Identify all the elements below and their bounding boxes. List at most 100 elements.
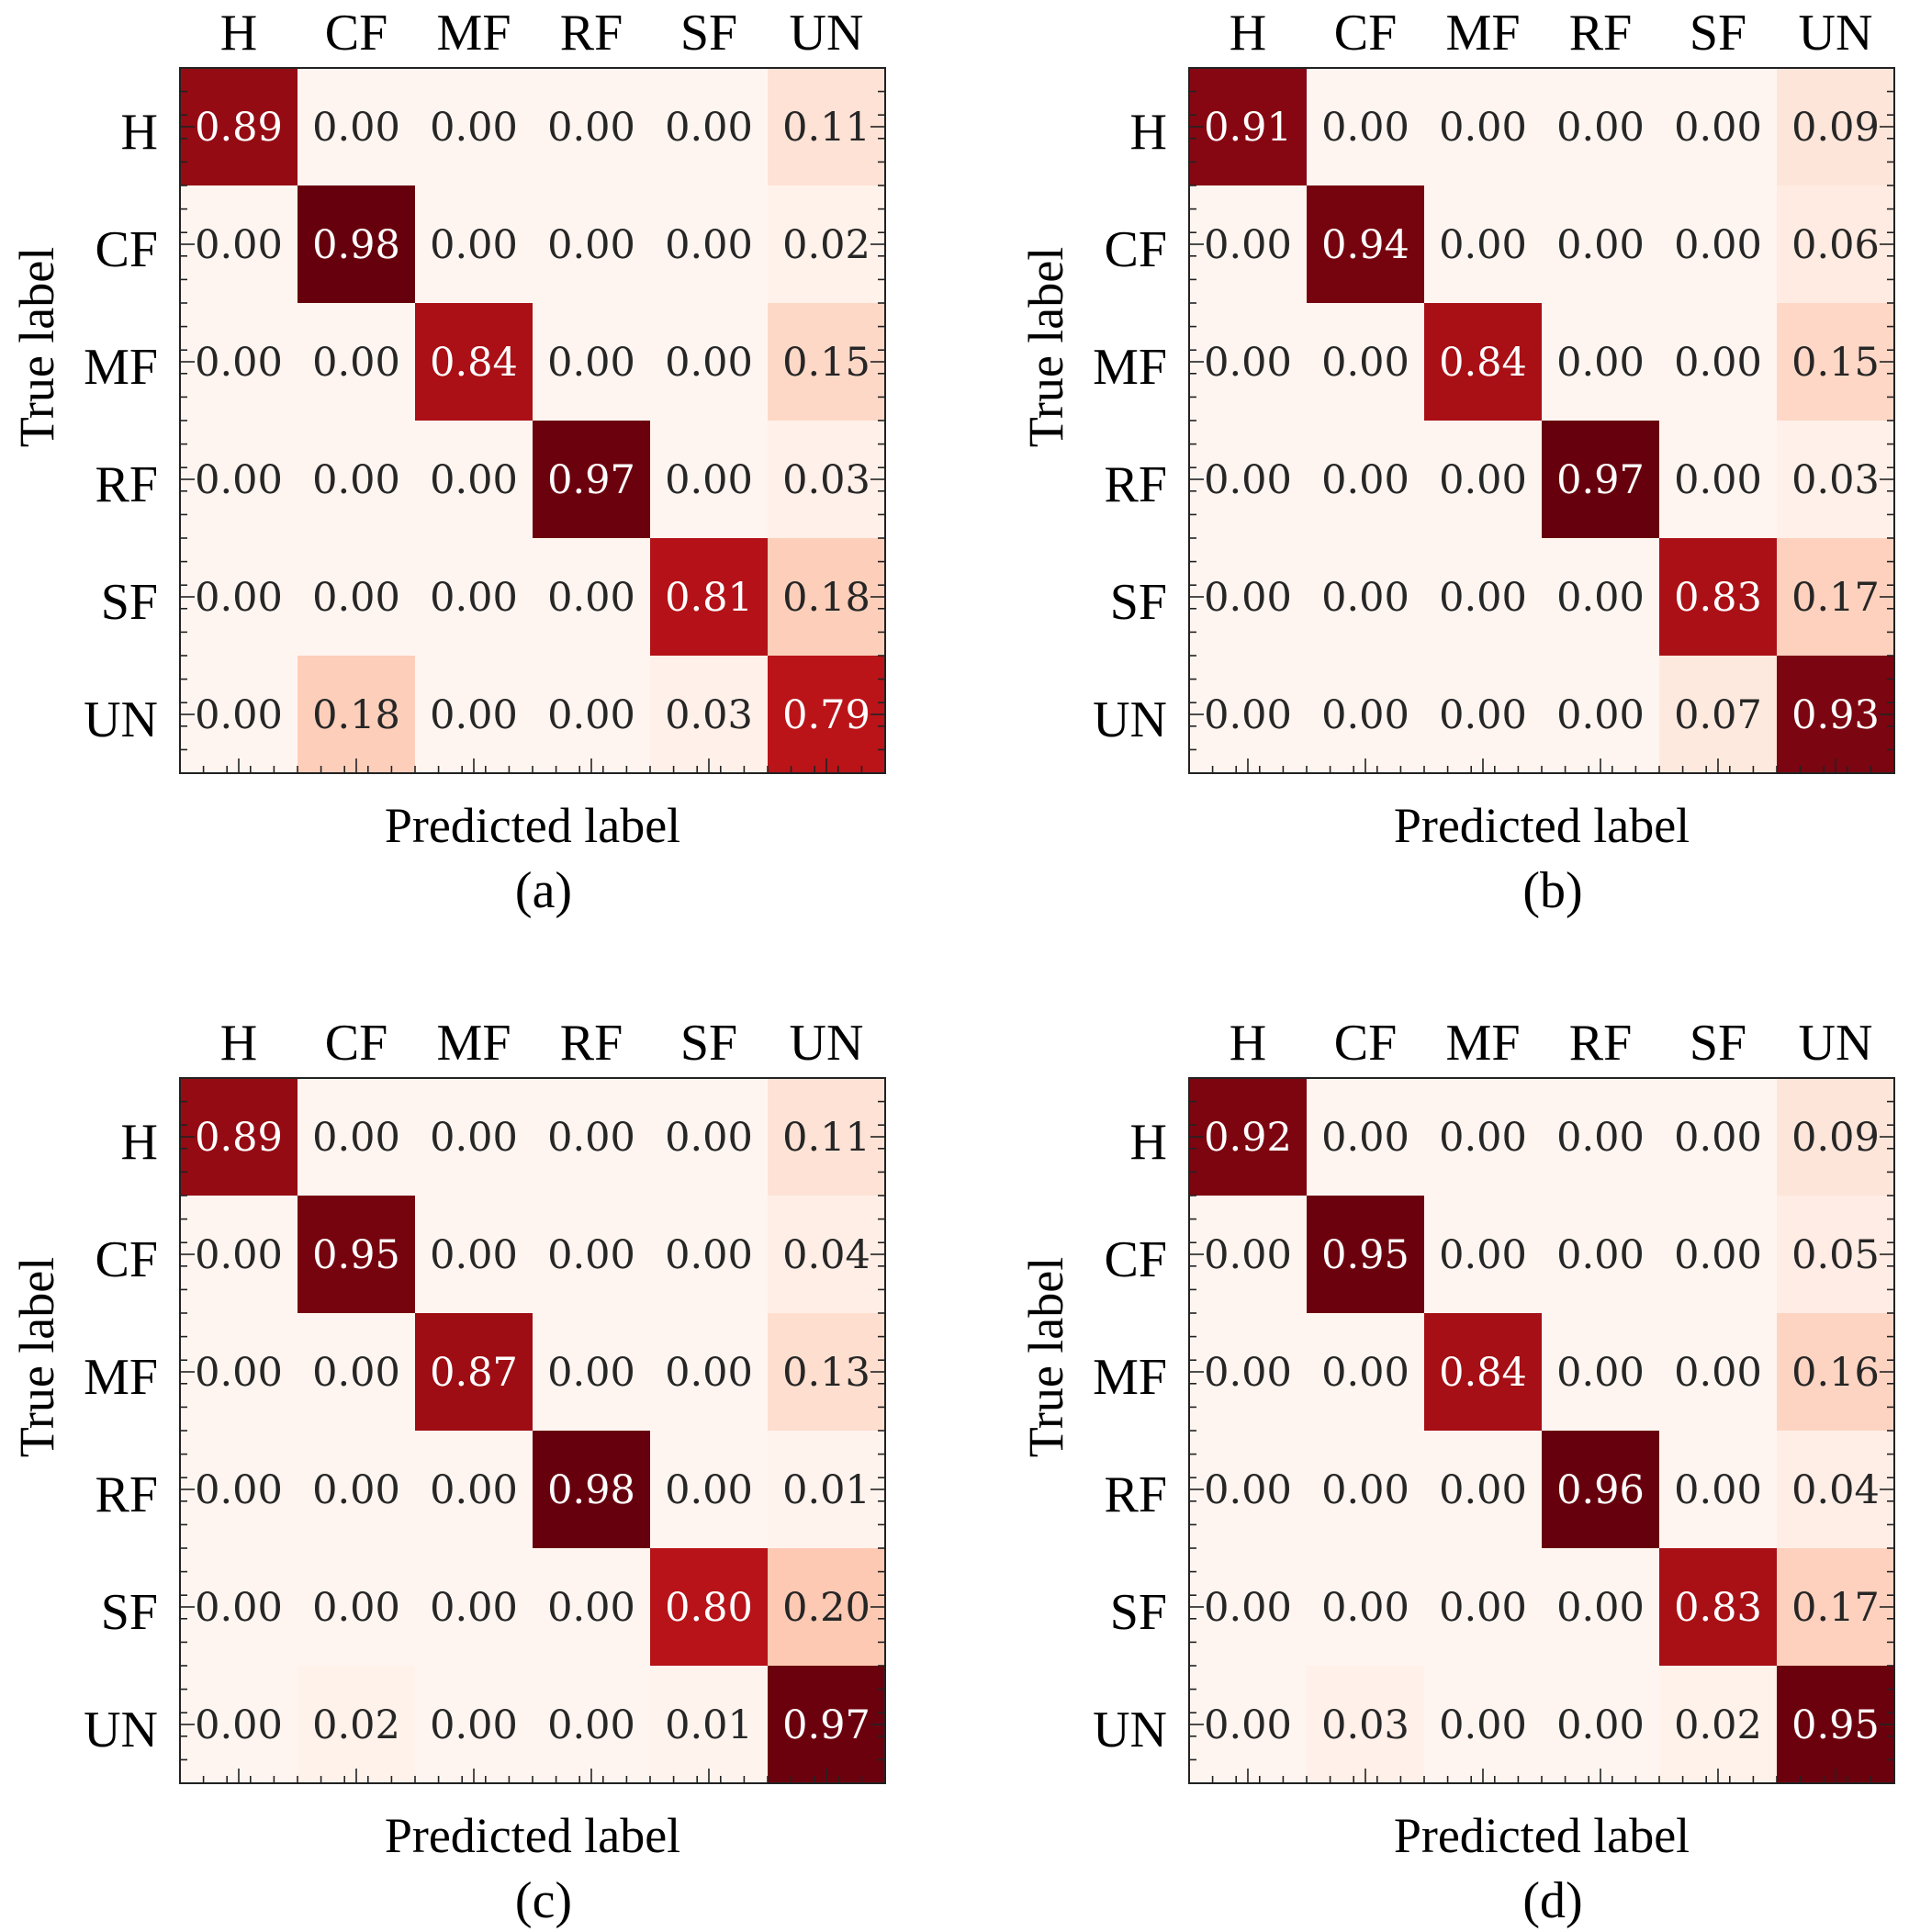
heatmap-cell bbox=[415, 68, 533, 185]
heatmap-cell bbox=[1777, 1666, 1894, 1783]
heatmap-cell bbox=[533, 185, 650, 303]
cell-value-label: 0.95 bbox=[312, 1232, 400, 1278]
heatmap-cell bbox=[1777, 656, 1894, 773]
heatmap-cell bbox=[650, 1431, 768, 1548]
cell-value-label: 0.00 bbox=[1439, 1702, 1527, 1748]
cell-value-label: 0.00 bbox=[195, 340, 283, 386]
cell-value-label: 0.00 bbox=[312, 457, 400, 503]
heatmap-cell bbox=[298, 1666, 415, 1783]
y-tick-label-sf: SF bbox=[101, 574, 158, 631]
cell-value-label: 0.18 bbox=[312, 692, 400, 738]
heatmap-cell bbox=[650, 1078, 768, 1196]
cell-value-label: 0.00 bbox=[1674, 222, 1762, 268]
heatmap-cell bbox=[768, 1078, 885, 1196]
heatmap-cell bbox=[768, 538, 885, 656]
heatmap-cell bbox=[1189, 303, 1307, 421]
heatmap-cell bbox=[1542, 68, 1659, 185]
cell-value-label: 0.15 bbox=[1791, 340, 1880, 386]
cell-value-label: 0.00 bbox=[1439, 105, 1527, 151]
y-tick-label-rf: RF bbox=[95, 456, 159, 513]
cell-value-label: 0.00 bbox=[1204, 692, 1292, 738]
x-tick-label-h: H bbox=[220, 1015, 257, 1072]
heatmap-cell bbox=[768, 1313, 885, 1431]
heatmap-cell bbox=[768, 421, 885, 538]
heatmap-cell bbox=[180, 421, 298, 538]
heatmap-cell bbox=[298, 1548, 415, 1666]
cell-value-label: 0.00 bbox=[547, 1350, 635, 1396]
cell-value-label: 0.00 bbox=[665, 222, 753, 268]
cell-value-label: 0.00 bbox=[1321, 1115, 1409, 1161]
cell-value-label: 0.84 bbox=[1439, 340, 1527, 386]
cell-value-label: 0.00 bbox=[665, 105, 753, 151]
y-tick-label-cf: CF bbox=[1105, 221, 1168, 278]
cell-value-label: 0.95 bbox=[1321, 1232, 1409, 1278]
heatmap-cell bbox=[1307, 421, 1424, 538]
heatmap-cell bbox=[1659, 303, 1777, 421]
cell-value-label: 0.00 bbox=[547, 1232, 635, 1278]
heatmap-cell bbox=[180, 68, 298, 185]
heatmap-cell bbox=[415, 656, 533, 773]
heatmap-cell bbox=[650, 1196, 768, 1313]
y-tick-label-rf: RF bbox=[95, 1466, 159, 1523]
heatmap-cell bbox=[415, 303, 533, 421]
cell-value-label: 0.00 bbox=[312, 1115, 400, 1161]
x-axis-label: Predicted label bbox=[1394, 798, 1690, 853]
heatmap-cell bbox=[1659, 656, 1777, 773]
heatmap-cell bbox=[1307, 1431, 1424, 1548]
cell-value-label: 0.00 bbox=[195, 1232, 283, 1278]
cell-value-label: 0.00 bbox=[665, 1350, 753, 1396]
cell-value-label: 0.00 bbox=[1204, 222, 1292, 268]
cell-value-label: 0.00 bbox=[312, 105, 400, 151]
cell-value-label: 0.00 bbox=[430, 1585, 518, 1631]
cell-value-label: 0.00 bbox=[1556, 1232, 1645, 1278]
x-tick-label-rf: RF bbox=[560, 1015, 623, 1072]
cell-value-label: 0.00 bbox=[1556, 105, 1645, 151]
cell-value-label: 0.93 bbox=[1791, 692, 1880, 738]
heatmap-cell bbox=[650, 538, 768, 656]
cell-value-label: 0.02 bbox=[1674, 1702, 1762, 1748]
x-tick-label-cf: CF bbox=[1334, 1015, 1398, 1072]
cell-value-label: 0.01 bbox=[665, 1702, 753, 1748]
cell-value-label: 0.00 bbox=[665, 457, 753, 503]
heatmap-cell bbox=[298, 538, 415, 656]
heatmap-cell bbox=[298, 303, 415, 421]
heatmap-cell bbox=[768, 1666, 885, 1783]
heatmap-cell bbox=[1659, 1078, 1777, 1196]
cell-value-label: 0.00 bbox=[1556, 1585, 1645, 1631]
cell-value-label: 0.11 bbox=[782, 105, 870, 151]
heatmap-cell bbox=[1189, 1078, 1307, 1196]
x-tick-label-un: UN bbox=[790, 1015, 864, 1072]
cell-value-label: 0.84 bbox=[1439, 1350, 1527, 1396]
cell-value-label: 0.00 bbox=[430, 1232, 518, 1278]
heatmap-cell bbox=[768, 303, 885, 421]
cell-value-label: 0.00 bbox=[312, 1467, 400, 1513]
heatmap-cell bbox=[1777, 1313, 1894, 1431]
heatmap-cell bbox=[180, 1078, 298, 1196]
heatmap-cell bbox=[1424, 421, 1542, 538]
cell-value-label: 0.89 bbox=[195, 1115, 283, 1161]
heatmap-cell bbox=[180, 656, 298, 773]
y-tick-label-un: UN bbox=[84, 691, 158, 748]
cell-value-label: 0.00 bbox=[195, 692, 283, 738]
cell-value-label: 0.81 bbox=[665, 575, 753, 621]
y-tick-label-rf: RF bbox=[1105, 456, 1168, 513]
heatmap-cell bbox=[1307, 1196, 1424, 1313]
heatmap-cell bbox=[415, 1666, 533, 1783]
heatmap-cell bbox=[1777, 1548, 1894, 1666]
cell-value-label: 0.95 bbox=[1791, 1702, 1880, 1748]
x-tick-label-un: UN bbox=[1799, 5, 1873, 62]
heatmap-cell bbox=[533, 68, 650, 185]
cell-value-label: 0.00 bbox=[1674, 1115, 1762, 1161]
cell-value-label: 0.04 bbox=[1791, 1467, 1880, 1513]
heatmap-cell bbox=[1307, 68, 1424, 185]
heatmap-cell bbox=[1542, 656, 1659, 773]
cell-value-label: 0.00 bbox=[1204, 1350, 1292, 1396]
cell-value-label: 0.00 bbox=[1204, 575, 1292, 621]
cell-value-label: 0.00 bbox=[1439, 1467, 1527, 1513]
cell-value-label: 0.17 bbox=[1791, 575, 1880, 621]
heatmap-cell bbox=[1659, 1313, 1777, 1431]
cell-value-label: 0.98 bbox=[312, 222, 400, 268]
heatmap-cell bbox=[180, 303, 298, 421]
heatmap-cell bbox=[1189, 185, 1307, 303]
